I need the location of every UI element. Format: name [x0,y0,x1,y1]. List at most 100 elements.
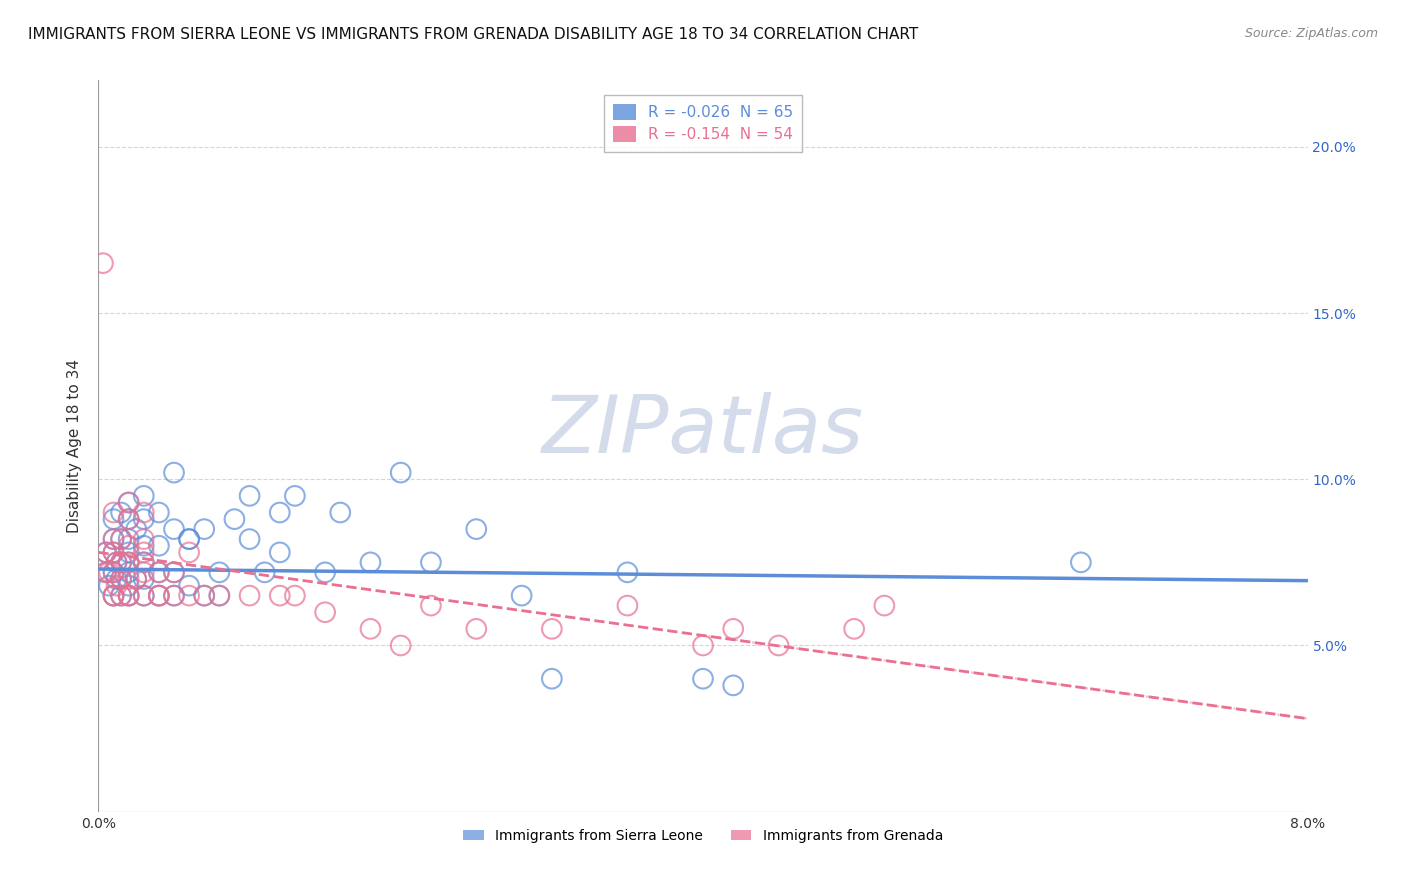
Point [103,532,125,546]
Point [239,532,262,546]
Point [103,589,125,603]
Point [1070,555,1092,569]
Point [148,566,170,580]
Point [465,622,488,636]
Point [125,522,148,536]
Text: ZIPatlas: ZIPatlas [541,392,865,470]
Point [105,572,128,586]
Point [94,566,117,580]
Point [224,512,246,526]
Point [118,539,141,553]
Point [179,545,201,559]
Point [132,539,155,553]
Point [179,532,201,546]
Point [208,589,231,603]
Point [193,589,215,603]
Point [314,605,336,619]
Point [148,589,170,603]
Point [269,589,291,603]
Point [125,572,148,586]
Point [132,555,155,569]
Point [103,512,125,526]
Point [118,495,141,509]
Point [132,589,155,603]
Point [360,555,382,569]
Point [132,589,155,603]
Point [98,579,121,593]
Point [163,589,186,603]
Point [103,545,125,559]
Point [269,506,291,520]
Point [314,566,336,580]
Point [844,622,866,636]
Point [465,522,488,536]
Point [284,489,307,503]
Point [118,532,141,546]
Point [94,545,117,559]
Point [94,566,117,580]
Point [125,572,148,586]
Point [110,589,132,603]
Point [284,589,307,603]
Text: Source: ZipAtlas.com: Source: ZipAtlas.com [1244,27,1378,40]
Point [132,506,155,520]
Point [163,566,186,580]
Point [91,256,114,270]
Point [163,566,186,580]
Point [420,599,443,613]
Point [110,555,132,569]
Point [118,589,141,603]
Point [540,622,562,636]
Point [132,532,155,546]
Point [118,512,141,526]
Point [723,678,745,692]
Point [103,566,125,580]
Point [179,579,201,593]
Point [873,599,896,613]
Point [103,532,125,546]
Point [110,532,132,546]
Point [110,532,132,546]
Point [148,539,170,553]
Point [118,555,141,569]
Point [132,489,155,503]
Point [132,512,155,526]
Point [239,489,262,503]
Point [132,566,155,580]
Point [163,589,186,603]
Text: IMMIGRANTS FROM SIERRA LEONE VS IMMIGRANTS FROM GRENADA DISABILITY AGE 18 TO 34 : IMMIGRANTS FROM SIERRA LEONE VS IMMIGRAN… [28,27,918,42]
Point [208,566,231,580]
Point [132,572,155,586]
Point [132,555,155,569]
Point [118,589,141,603]
Point [239,589,262,603]
Point [98,566,121,580]
Point [179,532,201,546]
Y-axis label: Disability Age 18 to 34: Disability Age 18 to 34 [67,359,83,533]
Point [692,639,714,653]
Point [616,566,638,580]
Point [193,522,215,536]
Point [118,566,141,580]
Point [768,639,790,653]
Point [103,506,125,520]
Point [148,589,170,603]
Point [118,555,141,569]
Point [103,589,125,603]
Point [163,522,186,536]
Point [389,639,412,653]
Point [118,495,141,509]
Point [329,506,352,520]
Point [118,589,141,603]
Point [94,545,117,559]
Point [163,466,186,480]
Point [148,589,170,603]
Point [103,589,125,603]
Point [118,512,141,526]
Point [193,589,215,603]
Point [179,589,201,603]
Point [389,466,412,480]
Point [420,555,443,569]
Point [118,572,141,586]
Legend: Immigrants from Sierra Leone, Immigrants from Grenada: Immigrants from Sierra Leone, Immigrants… [457,823,949,848]
